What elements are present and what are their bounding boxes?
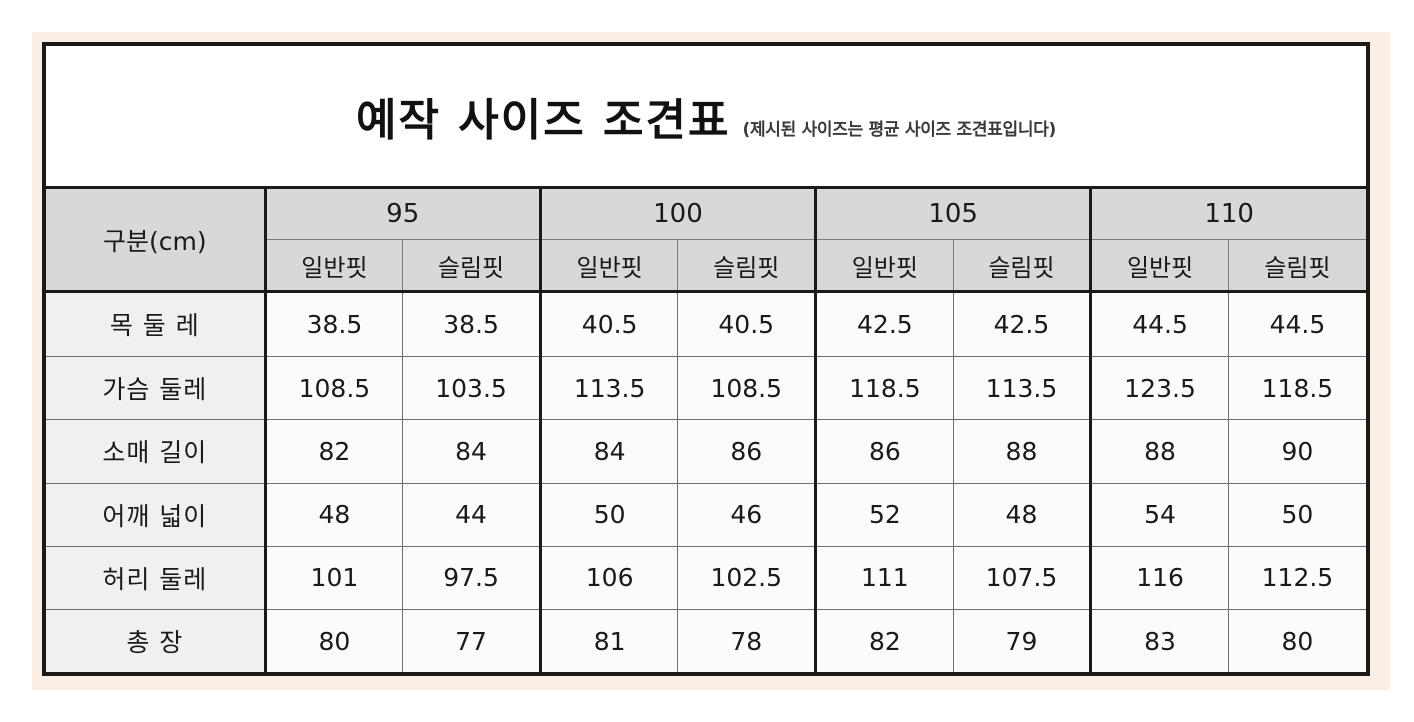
header-fit-105-slim: 슬림핏 [953,239,1093,293]
cell: 82 [815,609,954,672]
cell: 44.5 [1228,291,1366,357]
header-size-100: 100 [540,187,818,240]
cell: 83 [1090,609,1229,672]
header-fit-row: 일반핏 슬림핏 일반핏 슬림핏 일반핏 슬림핏 일반핏 슬림핏 [46,239,1366,293]
table-row: 허리 둘레 101 97.5 106 102.5 111 107.5 116 1… [46,546,1366,611]
cell: 46 [677,483,818,547]
cell: 106 [540,546,679,611]
cell: 84 [540,419,679,484]
header-fit-95-regular: 일반핏 [265,239,404,293]
title-cell: 예작 사이즈 조견표 (제시된 사이즈는 평균 사이즈 조견표입니다) [46,46,1366,189]
size-chart-table: 예작 사이즈 조견표 (제시된 사이즈는 평균 사이즈 조견표입니다) 구분(cm… [46,46,1366,672]
cell: 48 [265,483,404,547]
cell: 79 [953,609,1093,672]
cell: 88 [953,419,1093,484]
table-row: 목 둘 레 38.5 38.5 40.5 40.5 42.5 42.5 44.5… [46,291,1366,357]
cell: 38.5 [265,291,404,357]
row-label: 소매 길이 [46,419,267,484]
cell: 80 [265,609,404,672]
header-size-row: 구분(cm) 95 100 105 110 [46,187,1366,293]
row-label: 목 둘 레 [46,291,267,357]
cell: 123.5 [1090,356,1229,421]
header-corner-label: 구분(cm) [46,187,267,293]
header-size-110: 110 [1090,187,1366,240]
table-row: 어깨 넓이 48 44 50 46 52 48 54 50 [46,483,1366,547]
cell: 54 [1090,483,1229,547]
cell: 80 [1228,609,1366,672]
row-label: 가슴 둘레 [46,356,267,421]
cell: 111 [815,546,954,611]
page-title: 예작 사이즈 조견표 [355,95,731,146]
cell: 113.5 [953,356,1093,421]
cell: 113.5 [540,356,679,421]
cell: 40.5 [677,291,818,357]
row-label: 어깨 넓이 [46,483,267,547]
row-label: 허리 둘레 [46,546,267,611]
cell: 103.5 [402,356,542,421]
table-row: 소매 길이 82 84 84 86 86 88 88 90 [46,419,1366,484]
cell: 97.5 [402,546,542,611]
header-fit-100-slim: 슬림핏 [677,239,818,293]
cell: 112.5 [1228,546,1366,611]
cell: 116 [1090,546,1229,611]
cell: 118.5 [1228,356,1366,421]
cell: 82 [265,419,404,484]
cell: 90 [1228,419,1366,484]
cell: 88 [1090,419,1229,484]
header-fit-100-regular: 일반핏 [540,239,679,293]
header-fit-95-slim: 슬림핏 [402,239,542,293]
header-size-95: 95 [265,187,542,240]
cell: 42.5 [953,291,1093,357]
cell: 107.5 [953,546,1093,611]
cell: 81 [540,609,679,672]
row-label: 총 장 [46,609,267,672]
cell: 50 [1228,483,1366,547]
title-row: 예작 사이즈 조견표 (제시된 사이즈는 평균 사이즈 조견표입니다) [46,46,1366,189]
page-subtitle: (제시된 사이즈는 평균 사이즈 조견표입니다) [742,120,1057,140]
cell: 86 [677,419,818,484]
cell: 101 [265,546,404,611]
header-fit-110-slim: 슬림핏 [1228,239,1366,293]
cell: 118.5 [815,356,954,421]
cell: 52 [815,483,954,547]
cell: 44 [402,483,542,547]
table-row: 가슴 둘레 108.5 103.5 113.5 108.5 118.5 113.… [46,356,1366,421]
cell: 108.5 [265,356,404,421]
cell: 86 [815,419,954,484]
cell: 40.5 [540,291,679,357]
header-size-105: 105 [815,187,1093,240]
table-row: 총 장 80 77 81 78 82 79 83 80 [46,609,1366,672]
cell: 102.5 [677,546,818,611]
cell: 108.5 [677,356,818,421]
size-chart-container: 예작 사이즈 조견표 (제시된 사이즈는 평균 사이즈 조견표입니다) 구분(cm… [42,42,1370,676]
cell: 78 [677,609,818,672]
cell: 77 [402,609,542,672]
cell: 48 [953,483,1093,547]
header-fit-105-regular: 일반핏 [815,239,954,293]
cell: 42.5 [815,291,954,357]
cell: 44.5 [1090,291,1229,357]
cell: 84 [402,419,542,484]
header-fit-110-regular: 일반핏 [1090,239,1229,293]
cell: 50 [540,483,679,547]
cell: 38.5 [402,291,542,357]
